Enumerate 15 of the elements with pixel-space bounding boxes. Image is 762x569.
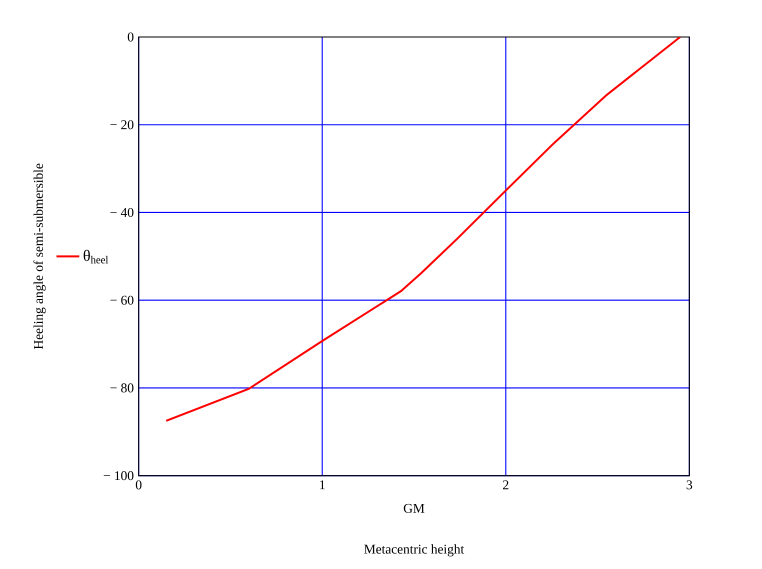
legend-label: θ$_{heel}$ — [84, 250, 108, 264]
y-tick-label: − 100 — [104, 471, 134, 480]
y-tick-label: 0 — [128, 32, 134, 42]
y-tick-label: − 80 — [110, 383, 134, 392]
x-tick-label: 0 — [136, 480, 142, 490]
line-series — [165, 37, 682, 422]
x-tick-label: 3 — [686, 480, 692, 490]
x-axis-title: GM — [404, 504, 424, 513]
x-tick-label: 1 — [320, 480, 325, 490]
text: Metacentric height — [364, 544, 464, 556]
y-axis-title: Heeling angle of semi-submersible — [33, 164, 46, 350]
y-tick-label: − 40 — [110, 208, 134, 217]
y-tick-label: − 60 — [110, 296, 134, 305]
x-tick-label: 2 — [503, 480, 508, 490]
y-tick-label: − 20 — [110, 120, 134, 130]
